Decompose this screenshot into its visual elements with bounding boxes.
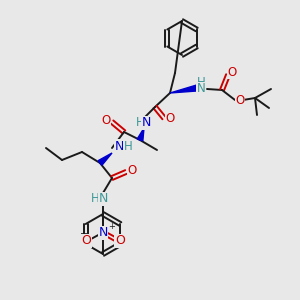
Polygon shape [170,85,197,93]
Text: O: O [81,235,91,248]
Text: O: O [101,113,111,127]
Text: N: N [98,226,108,239]
Text: O: O [128,164,136,176]
Text: O: O [236,94,244,106]
Polygon shape [98,153,112,165]
Text: N: N [98,193,108,206]
Text: H: H [136,116,144,130]
Text: H: H [124,140,132,152]
Polygon shape [137,128,144,141]
Text: −: − [80,229,88,239]
Text: O: O [165,112,175,125]
Text: O: O [115,235,125,248]
Text: O: O [227,65,237,79]
Text: +: + [108,222,115,231]
Text: H: H [196,76,206,88]
Text: N: N [114,140,124,152]
Text: N: N [196,82,206,95]
Text: N: N [141,116,151,130]
Text: H: H [91,193,99,206]
